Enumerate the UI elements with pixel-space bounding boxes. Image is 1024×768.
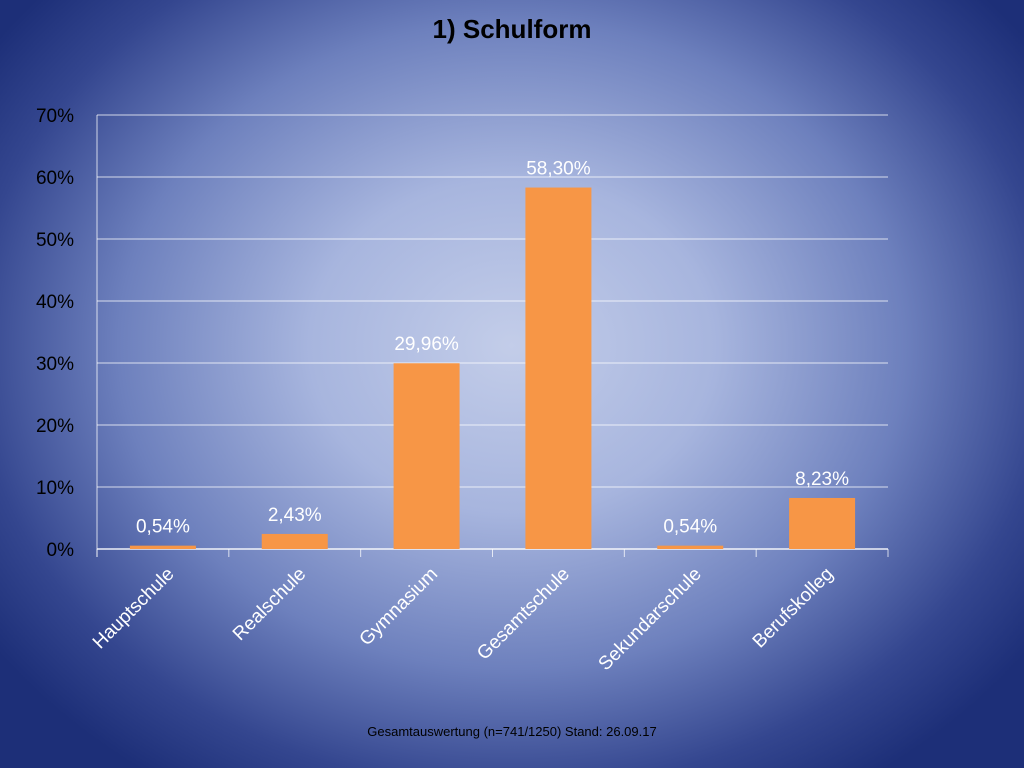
bar	[261, 533, 328, 549]
bar	[657, 545, 724, 549]
bar	[129, 545, 196, 549]
category-label: Berufskolleg	[749, 564, 838, 653]
y-tick-label: 50%	[36, 230, 74, 251]
footer-note: Gesamtauswertung (n=741/1250) Stand: 26.…	[367, 724, 657, 739]
y-tick-label: 70%	[36, 106, 74, 127]
bar	[789, 497, 856, 549]
y-tick-label: 10%	[36, 478, 74, 499]
data-label: 29,96%	[394, 334, 459, 355]
y-tick-label: 20%	[36, 416, 74, 437]
y-axis-ticks: 0% 10% 20% 30% 40% 50% 60% 70%	[36, 106, 74, 561]
y-tick-label: 60%	[36, 168, 74, 189]
data-label: 58,30%	[526, 159, 591, 180]
data-label: 8,23%	[795, 469, 849, 490]
category-label: Sekundarschule	[595, 564, 706, 675]
category-label: Realschule	[229, 564, 310, 645]
gridlines	[96, 114, 889, 557]
category-label: Hauptschule	[89, 564, 179, 654]
chart-title: 1) Schulform	[432, 14, 592, 44]
category-labels: Hauptschule Realschule Gymnasium Gesamtschu…	[89, 564, 838, 675]
y-tick-label: 30%	[36, 354, 74, 375]
bar	[525, 187, 592, 550]
y-tick-label: 40%	[36, 292, 74, 313]
data-label: 0,54%	[663, 517, 717, 538]
bar	[393, 363, 460, 549]
data-labels: 0,54% 2,43% 29,96% 58,30% 0,54% 8,23%	[136, 159, 849, 538]
y-tick-label: 0%	[47, 540, 75, 561]
bars	[129, 187, 856, 550]
category-label: Gesamtschule	[473, 564, 574, 665]
data-label: 0,54%	[136, 517, 190, 538]
category-label: Gymnasium	[356, 564, 443, 651]
data-label: 2,43%	[268, 505, 322, 526]
